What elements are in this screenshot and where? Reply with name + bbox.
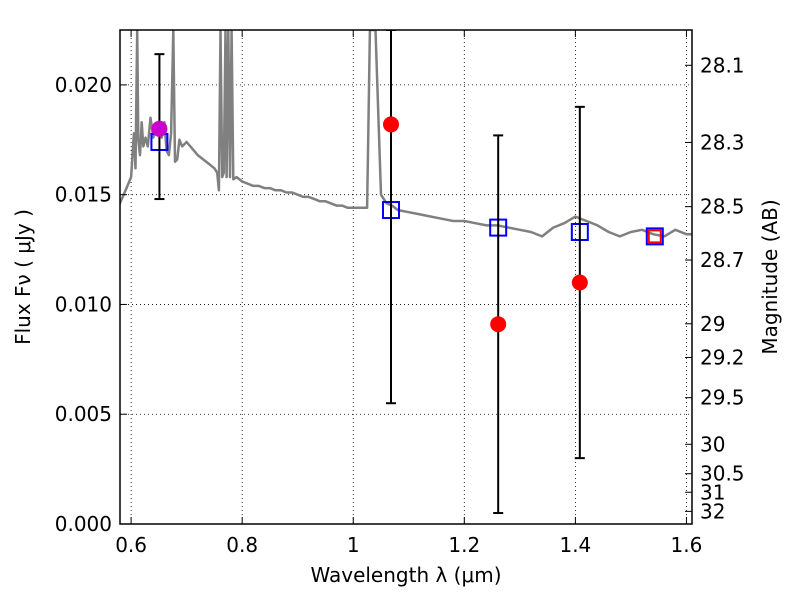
axis-ticks: 0.6 0.8 1 1.2 1.4 1.6 0.000 0.005 0.010 0.015 0.02… [55, 30, 745, 557]
grid-lines [120, 30, 692, 525]
highlight-square [647, 229, 662, 244]
x-tick-label: 1 [347, 533, 360, 557]
mag-tick-label: 30 [700, 432, 725, 456]
mag-tick-label: 29.5 [700, 386, 745, 410]
plot-area-frame [119, 29, 693, 525]
x-tick-label: 1.6 [671, 533, 703, 557]
y-tick-label: 0.005 [55, 402, 112, 426]
x-tick-label: 1.2 [448, 533, 480, 557]
y-tick-label: 0.015 [55, 183, 112, 207]
observed-flux-point [151, 120, 168, 137]
x-tick-label: 1.4 [559, 533, 591, 557]
mag-tick-label: 31 [700, 480, 725, 504]
observed-flux-point [571, 274, 588, 291]
right-y-axis-label: Magnitude (AB) [758, 199, 782, 354]
mag-tick-label: 30.5 [700, 462, 745, 486]
observed-flux-point [383, 116, 400, 133]
y-tick-label: 0.020 [55, 73, 112, 97]
mag-tick-label: 32 [700, 499, 725, 523]
plot-data [120, 30, 692, 515]
x-tick-label: 0.6 [115, 533, 147, 557]
model-spectrum-line [120, 30, 692, 238]
mag-tick-label: 28.5 [700, 195, 745, 219]
y-tick-label: 0.000 [55, 512, 112, 536]
mag-tick-label: 28.7 [700, 248, 745, 272]
mag-tick-label: 29.2 [700, 345, 745, 369]
mag-tick-label: 28.3 [700, 130, 745, 154]
model-photometry-square [645, 227, 664, 246]
observed-flux-point [490, 316, 507, 333]
mag-tick-label: 28.1 [700, 53, 745, 77]
x-tick-label: 0.8 [226, 533, 258, 557]
x-axis-label: Wavelength λ (μm) [310, 563, 501, 587]
y-tick-label: 0.010 [55, 292, 112, 316]
mag-tick-label: 29 [700, 312, 725, 336]
y-axis-label: Flux Fν ( μJy ) [11, 209, 35, 345]
